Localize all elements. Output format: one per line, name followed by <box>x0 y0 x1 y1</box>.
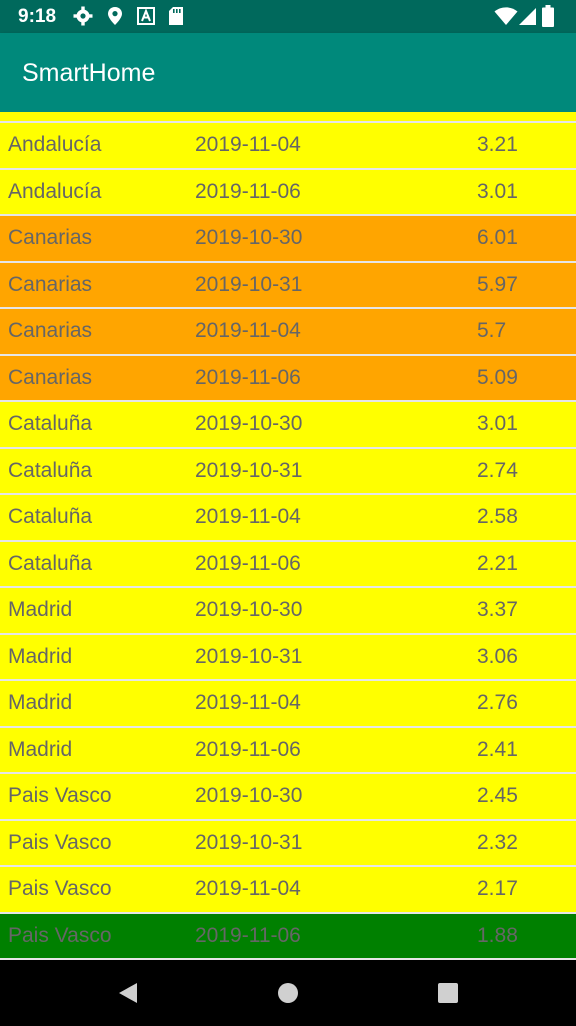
region-label: Madrid <box>8 691 73 715</box>
date-label: 2019-11-06 <box>195 179 301 203</box>
price-value: 5.97 <box>477 272 518 296</box>
region-label: Madrid <box>8 737 73 761</box>
app-bar: SmartHome <box>0 33 576 112</box>
price-value: 3.06 <box>477 644 518 668</box>
price-list[interactable]: Andalucía 2019-11-04 3.21 Andalucía 2019-11-… <box>0 112 576 960</box>
status-time: 9:18 <box>18 6 57 27</box>
region-label: Pais Vasco <box>8 830 112 854</box>
list-item-partial <box>0 112 576 123</box>
date-label: 2019-10-31 <box>195 458 303 482</box>
app-title: SmartHome <box>22 59 156 87</box>
list-item[interactable]: Pais Vasco 2019-11-04 2.17 <box>0 867 576 914</box>
price-value: 2.17 <box>477 877 518 901</box>
date-label: 2019-11-06 <box>195 737 301 761</box>
list-item[interactable]: Canarias 2019-11-04 5.7 <box>0 309 576 356</box>
list-item[interactable]: Madrid 2019-10-31 3.06 <box>0 634 576 681</box>
price-value: 2.58 <box>477 505 518 529</box>
list-item[interactable]: Pais Vasco 2019-10-31 2.32 <box>0 820 576 867</box>
date-label: 2019-10-31 <box>195 830 303 854</box>
price-value: 3.01 <box>477 412 518 436</box>
status-bar: 9:18 <box>0 0 576 33</box>
list-item[interactable]: Cataluña 2019-10-31 2.74 <box>0 448 576 495</box>
font-icon <box>136 6 156 26</box>
date-label: 2019-11-04 <box>195 691 301 715</box>
price-value: 2.74 <box>477 458 518 482</box>
region-label: Pais Vasco <box>8 923 112 947</box>
region-label: Canarias <box>8 226 93 250</box>
list-item[interactable]: Cataluña 2019-11-06 2.21 <box>0 541 576 588</box>
back-icon[interactable] <box>115 980 141 1006</box>
list-item[interactable]: Madrid 2019-10-30 3.37 <box>0 588 576 635</box>
date-label: 2019-10-30 <box>195 412 303 436</box>
list-item[interactable]: Pais Vasco 2019-10-30 2.45 <box>0 774 576 821</box>
region-label: Pais Vasco <box>8 877 112 901</box>
home-icon[interactable] <box>275 980 301 1006</box>
price-value: 2.32 <box>477 830 518 854</box>
region-label: Andalucía <box>8 133 102 157</box>
price-value: 2.41 <box>477 737 518 761</box>
price-value: 5.7 <box>477 319 507 343</box>
sd-card-icon <box>166 6 186 26</box>
list-item[interactable]: Canarias 2019-10-30 6.01 <box>0 216 576 263</box>
region-label: Cataluña <box>8 412 93 436</box>
list-item[interactable]: Andalucía 2019-11-04 3.21 <box>0 123 576 170</box>
list-item[interactable]: Madrid 2019-11-06 2.41 <box>0 727 576 774</box>
region-label: Madrid <box>8 644 73 668</box>
date-label: 2019-11-04 <box>195 319 301 343</box>
date-label: 2019-11-04 <box>195 505 301 529</box>
region-label: Canarias <box>8 319 93 343</box>
list-item[interactable]: Andalucía 2019-11-06 3.01 <box>0 169 576 216</box>
region-label: Cataluña <box>8 458 93 482</box>
date-label: 2019-11-04 <box>195 133 301 157</box>
date-label: 2019-10-30 <box>195 598 303 622</box>
price-value: 2.76 <box>477 691 518 715</box>
date-label: 2019-11-06 <box>195 923 301 947</box>
location-icon <box>105 6 125 26</box>
region-label: Cataluña <box>8 505 93 529</box>
wifi-icon <box>494 6 518 26</box>
date-label: 2019-11-06 <box>195 365 301 389</box>
price-value: 3.01 <box>477 179 518 203</box>
list-item[interactable]: Canarias 2019-11-06 5.09 <box>0 355 576 402</box>
date-label: 2019-10-31 <box>195 644 303 668</box>
list-item[interactable]: Cataluña 2019-11-04 2.58 <box>0 495 576 542</box>
settings-icon <box>73 6 93 26</box>
region-label: Madrid <box>8 598 73 622</box>
date-label: 2019-11-06 <box>195 551 301 575</box>
price-value: 3.21 <box>477 133 518 157</box>
list-item[interactable]: Pais Vasco 2019-11-06 1.88 <box>0 913 576 960</box>
price-value: 5.09 <box>477 365 518 389</box>
signal-icon <box>518 6 538 26</box>
price-value: 2.21 <box>477 551 518 575</box>
region-label: Canarias <box>8 365 93 389</box>
price-value: 1.88 <box>477 923 518 947</box>
date-label: 2019-10-30 <box>195 226 303 250</box>
date-label: 2019-10-31 <box>195 272 303 296</box>
price-value: 2.45 <box>477 784 518 808</box>
recents-icon[interactable] <box>435 980 461 1006</box>
navigation-bar <box>0 960 576 1026</box>
battery-icon <box>541 5 555 27</box>
price-value: 3.37 <box>477 598 518 622</box>
region-label: Cataluña <box>8 551 93 575</box>
region-label: Andalucía <box>8 179 102 203</box>
list-item[interactable]: Cataluña 2019-10-30 3.01 <box>0 402 576 449</box>
list-item[interactable]: Canarias 2019-10-31 5.97 <box>0 262 576 309</box>
list-item[interactable]: Madrid 2019-11-04 2.76 <box>0 681 576 728</box>
date-label: 2019-10-30 <box>195 784 303 808</box>
region-label: Canarias <box>8 272 93 296</box>
date-label: 2019-11-04 <box>195 877 301 901</box>
price-value: 6.01 <box>477 226 518 250</box>
region-label: Pais Vasco <box>8 784 112 808</box>
